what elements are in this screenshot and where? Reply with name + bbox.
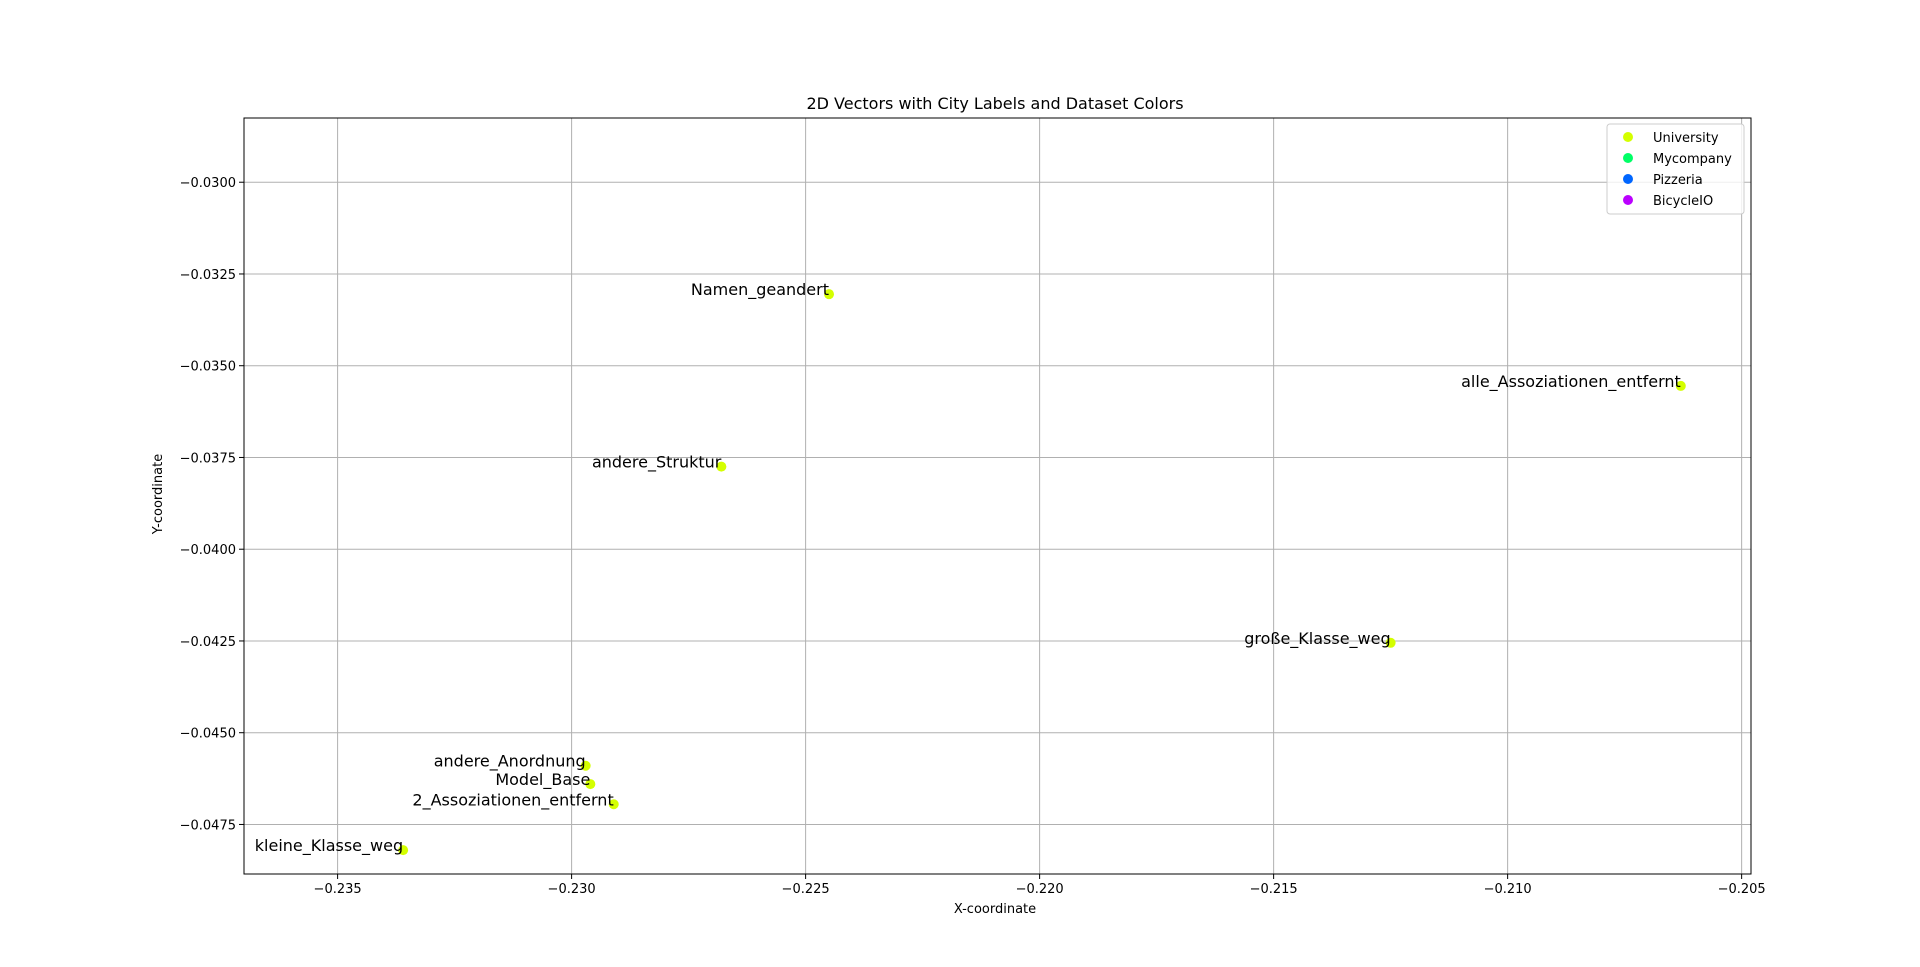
y-tick-label: −0.0450 xyxy=(180,727,236,742)
point-label: 2_Assoziationen_entfernt xyxy=(412,790,613,810)
y-axis-label: Y-coordinate xyxy=(151,454,166,535)
legend-marker xyxy=(1623,153,1633,163)
legend-label: Mycompany xyxy=(1653,152,1732,167)
plot-frame xyxy=(243,117,1752,875)
y-tick-label: −0.0475 xyxy=(180,818,236,833)
legend-label: University xyxy=(1653,131,1719,146)
data-point xyxy=(398,845,409,856)
point-label: große_Klasse_weg xyxy=(1244,629,1390,649)
y-tick-label: −0.0425 xyxy=(180,635,236,650)
data-point xyxy=(608,799,619,810)
x-axis-label: X-coordinate xyxy=(954,902,1036,917)
x-tick-label: −0.205 xyxy=(1718,882,1766,897)
point-label: kleine_Klasse_weg xyxy=(255,836,403,856)
data-points xyxy=(398,289,1686,856)
legend-marker xyxy=(1623,195,1633,205)
y-tick-label: −0.0325 xyxy=(180,268,236,283)
x-tick-label: −0.215 xyxy=(1250,882,1298,897)
legend-marker xyxy=(1623,174,1633,184)
x-tick-label: −0.230 xyxy=(548,882,596,897)
x-tick-label: −0.210 xyxy=(1484,882,1532,897)
data-point xyxy=(1385,637,1396,648)
legend-label: Pizzeria xyxy=(1653,173,1703,188)
chart-title: 2D Vectors with City Labels and Dataset … xyxy=(806,94,1183,113)
x-axis-ticks: −0.235 −0.230 −0.225 −0.220 −0.215 −0.210 −0.2… xyxy=(314,874,1766,897)
data-point xyxy=(585,779,596,790)
x-tick-label: −0.235 xyxy=(314,882,362,897)
data-point xyxy=(824,289,835,300)
point-label: andere_Struktur xyxy=(592,453,722,473)
y-tick-label: −0.0350 xyxy=(180,360,236,375)
y-tick-label: −0.0400 xyxy=(180,543,236,558)
legend-label: BicycleIO xyxy=(1653,194,1713,209)
x-tick-label: −0.220 xyxy=(1016,882,1064,897)
point-label: andere_Anordnung xyxy=(434,752,586,772)
point-label: Model_Base xyxy=(495,770,590,790)
point-label: alle_Assoziationen_entfernt xyxy=(1461,372,1681,392)
y-tick-label: −0.0300 xyxy=(180,176,236,191)
point-labels: Namen_geandert alle_Assoziationen_entfern… xyxy=(255,280,1681,856)
data-point xyxy=(1675,380,1686,391)
legend-marker xyxy=(1623,132,1633,142)
data-point xyxy=(580,760,591,771)
point-label: Namen_geandert xyxy=(691,280,829,300)
data-point xyxy=(716,461,727,472)
legend-box xyxy=(1606,123,1745,215)
x-tick-label: −0.225 xyxy=(782,882,830,897)
grid-lines xyxy=(244,118,1751,874)
y-axis-ticks: −0.0300 −0.0325 −0.0350 −0.0375 −0.0400 −0.04… xyxy=(180,176,244,833)
legend: University Mycompany Pizzeria BicycleIO xyxy=(1606,123,1745,215)
y-tick-label: −0.0375 xyxy=(180,451,236,466)
